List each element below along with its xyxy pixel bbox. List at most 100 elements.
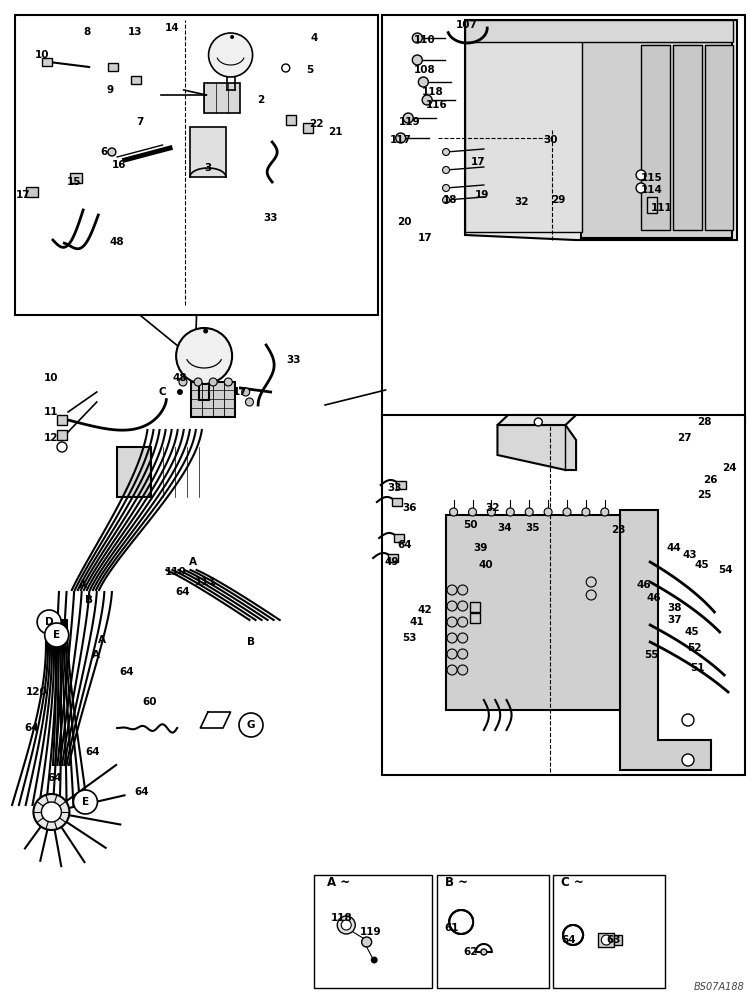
Text: 13: 13 bbox=[127, 27, 142, 37]
Text: 119: 119 bbox=[360, 927, 381, 937]
Circle shape bbox=[447, 649, 457, 659]
Text: E: E bbox=[53, 630, 60, 640]
Bar bbox=[469, 602, 480, 612]
Text: 54: 54 bbox=[718, 565, 733, 575]
Circle shape bbox=[422, 95, 432, 105]
Bar bbox=[190, 127, 226, 177]
Circle shape bbox=[242, 388, 249, 396]
Text: 27: 27 bbox=[677, 433, 692, 443]
Text: 52: 52 bbox=[686, 643, 702, 653]
Circle shape bbox=[442, 148, 450, 155]
Bar bbox=[705, 45, 733, 230]
Bar bbox=[57, 430, 67, 440]
Bar bbox=[314, 875, 432, 988]
Bar bbox=[131, 76, 141, 84]
Text: 33: 33 bbox=[387, 483, 402, 493]
Bar bbox=[553, 875, 665, 988]
Text: 9: 9 bbox=[106, 85, 113, 95]
Text: 64: 64 bbox=[561, 935, 576, 945]
Text: 64: 64 bbox=[24, 723, 39, 733]
Circle shape bbox=[534, 418, 542, 426]
Text: 49: 49 bbox=[384, 557, 399, 567]
Circle shape bbox=[45, 623, 69, 647]
Bar bbox=[394, 534, 404, 542]
Text: A ~: A ~ bbox=[327, 876, 350, 888]
Bar bbox=[615, 935, 622, 945]
Text: 53: 53 bbox=[402, 633, 417, 643]
Text: 10: 10 bbox=[34, 50, 49, 60]
Circle shape bbox=[457, 665, 468, 675]
Circle shape bbox=[453, 914, 469, 930]
Bar bbox=[646, 197, 657, 213]
Text: 50: 50 bbox=[463, 520, 478, 530]
Polygon shape bbox=[497, 425, 576, 470]
Bar bbox=[673, 45, 702, 230]
Circle shape bbox=[488, 508, 495, 516]
Circle shape bbox=[177, 389, 183, 395]
Circle shape bbox=[442, 184, 450, 192]
Bar bbox=[388, 554, 398, 562]
Circle shape bbox=[601, 508, 609, 516]
Circle shape bbox=[636, 183, 646, 193]
Text: 60: 60 bbox=[142, 697, 157, 707]
Text: 15: 15 bbox=[67, 177, 82, 187]
Text: A: A bbox=[98, 635, 106, 645]
Text: 2: 2 bbox=[257, 95, 265, 105]
Bar bbox=[108, 63, 119, 71]
Circle shape bbox=[447, 665, 457, 675]
Bar bbox=[437, 875, 549, 988]
Circle shape bbox=[636, 170, 646, 180]
Circle shape bbox=[457, 649, 468, 659]
Circle shape bbox=[395, 133, 406, 143]
Polygon shape bbox=[465, 20, 737, 240]
Text: 39: 39 bbox=[472, 543, 488, 553]
Circle shape bbox=[601, 935, 612, 945]
Text: 37: 37 bbox=[667, 615, 682, 625]
Circle shape bbox=[469, 508, 476, 516]
Text: 22: 22 bbox=[308, 119, 324, 129]
Bar bbox=[15, 15, 378, 315]
Circle shape bbox=[209, 33, 253, 77]
Bar bbox=[641, 45, 670, 230]
Text: 36: 36 bbox=[402, 503, 417, 513]
Circle shape bbox=[447, 633, 457, 643]
Bar bbox=[395, 481, 406, 489]
Circle shape bbox=[37, 610, 61, 634]
Text: 17: 17 bbox=[233, 387, 248, 397]
Text: BS07A188: BS07A188 bbox=[694, 982, 745, 992]
Text: 26: 26 bbox=[703, 475, 718, 485]
Circle shape bbox=[442, 196, 450, 204]
Bar bbox=[70, 173, 82, 183]
Bar bbox=[303, 123, 314, 133]
Circle shape bbox=[447, 617, 457, 627]
Circle shape bbox=[230, 35, 234, 39]
Circle shape bbox=[203, 328, 208, 334]
Text: 107: 107 bbox=[457, 20, 478, 30]
Bar bbox=[465, 24, 582, 232]
Bar bbox=[57, 415, 67, 425]
Circle shape bbox=[209, 378, 217, 386]
Bar bbox=[42, 58, 52, 66]
Circle shape bbox=[370, 956, 378, 964]
Circle shape bbox=[586, 577, 596, 587]
Circle shape bbox=[481, 949, 487, 955]
Text: E: E bbox=[82, 797, 89, 807]
Text: 23: 23 bbox=[611, 525, 626, 535]
Text: 11: 11 bbox=[44, 407, 59, 417]
Text: 28: 28 bbox=[697, 417, 712, 427]
Text: 46: 46 bbox=[637, 580, 652, 590]
Circle shape bbox=[449, 910, 473, 934]
Text: 108: 108 bbox=[414, 65, 435, 75]
Text: 110: 110 bbox=[414, 35, 435, 45]
Circle shape bbox=[457, 585, 468, 595]
Text: 41: 41 bbox=[410, 617, 425, 627]
Bar bbox=[581, 33, 732, 238]
Circle shape bbox=[563, 508, 571, 516]
Text: 45: 45 bbox=[684, 627, 699, 637]
Circle shape bbox=[442, 166, 450, 174]
Circle shape bbox=[176, 328, 232, 384]
Circle shape bbox=[73, 790, 98, 814]
Text: 111: 111 bbox=[651, 203, 672, 213]
Circle shape bbox=[563, 925, 583, 945]
Circle shape bbox=[246, 398, 253, 406]
